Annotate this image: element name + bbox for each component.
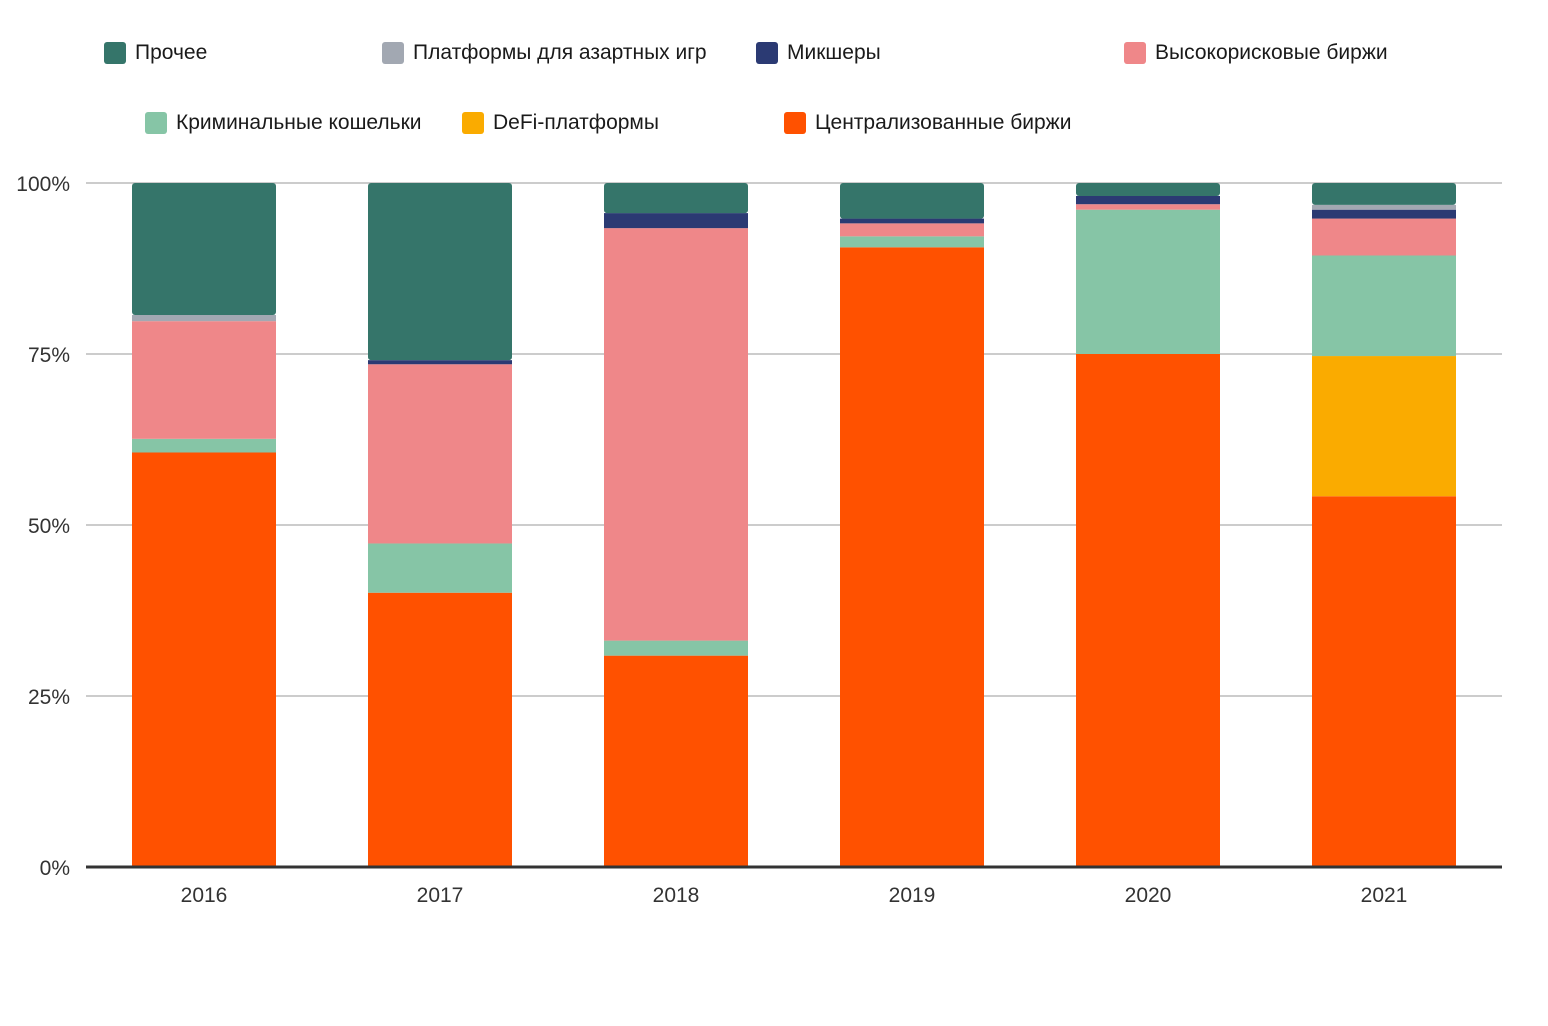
bar-stack-2020	[1076, 183, 1220, 867]
legend-item-mixers: Микшеры	[756, 40, 881, 66]
legend-item-gambling: Платформы для азартных игр	[382, 40, 707, 66]
legend-label-high-risk-exchanges: Высокорисковые биржи	[1155, 41, 1388, 64]
bar-segment	[840, 236, 984, 248]
legend-label-centralized-exchanges: Централизованные биржи	[815, 111, 1072, 134]
legend-item-high-risk-exchanges: Высокорисковые биржи	[1124, 40, 1388, 66]
legend-item-centralized-exchanges: Централизованные биржи	[784, 110, 1071, 136]
legend-swatch-other	[104, 42, 126, 64]
legend-swatch-high-risk-exchanges	[1124, 42, 1146, 64]
x-tick-label: 2018	[653, 884, 700, 907]
bar-segment	[368, 543, 512, 593]
bar-segment	[132, 321, 276, 439]
bar-segment	[368, 592, 512, 867]
bar-segment	[1076, 209, 1220, 354]
bar-segment	[1312, 356, 1456, 497]
legend-label-defi: DeFi-платформы	[493, 111, 659, 134]
legend-swatch-centralized-exchanges	[784, 112, 806, 134]
bar-segment	[1076, 195, 1220, 205]
bar-segment	[1076, 204, 1220, 210]
x-axis-tick-labels: 2016 2017 2018 2019 2020 2021	[181, 884, 1408, 907]
y-axis-tick-labels: 0% 25% 50% 75% 100%	[16, 173, 70, 880]
bar-segment	[132, 438, 276, 453]
x-tick-label: 2017	[417, 884, 464, 907]
chart-grid	[86, 182, 1502, 869]
bar-segment	[368, 360, 512, 365]
bar-segment	[132, 452, 276, 867]
bar-segment	[840, 247, 984, 867]
bar-segment	[840, 223, 984, 237]
legend-swatch-gambling	[382, 42, 404, 64]
bar-stack-2016	[132, 183, 276, 867]
legend-swatch-defi	[462, 112, 484, 134]
bar-segment	[132, 315, 276, 322]
x-tick-label: 2021	[1361, 884, 1408, 907]
bar-segment	[368, 364, 512, 544]
legend-label-gambling: Платформы для азартных игр	[413, 41, 707, 64]
bar-stack-2018	[604, 183, 748, 867]
bar-segment	[132, 183, 276, 316]
bar-segment	[604, 655, 748, 867]
x-tick-label: 2020	[1125, 884, 1172, 907]
bar-segment	[604, 640, 748, 656]
bar-stack-2019	[840, 183, 984, 867]
bar-segment	[1312, 218, 1456, 256]
bar-segment	[604, 213, 748, 229]
legend-label-mixers: Микшеры	[787, 41, 881, 64]
x-tick-label: 2016	[181, 884, 228, 907]
x-tick-label: 2019	[889, 884, 936, 907]
y-tick-label: 0%	[40, 857, 70, 880]
legend-item-defi: DeFi-платформы	[462, 110, 659, 136]
bar-segment	[1312, 255, 1456, 357]
legend-swatch-criminal-wallets	[145, 112, 167, 134]
legend-label-other: Прочее	[135, 41, 208, 64]
chart-bars	[132, 183, 1456, 867]
y-tick-label: 50%	[28, 515, 70, 538]
legend-item-other: Прочее	[104, 40, 207, 66]
y-tick-label: 25%	[28, 686, 70, 709]
y-tick-label: 100%	[16, 173, 70, 196]
legend-label-criminal-wallets: Криминальные кошельки	[176, 111, 422, 134]
y-tick-label: 75%	[28, 344, 70, 367]
bar-segment	[1076, 183, 1220, 196]
bar-segment	[840, 218, 984, 224]
bar-segment	[1076, 354, 1220, 867]
bar-segment	[1312, 496, 1456, 867]
bar-segment	[1312, 183, 1456, 205]
bar-segment	[604, 183, 748, 214]
legend-item-criminal-wallets: Криминальные кошельки	[145, 110, 422, 136]
bar-segment	[368, 183, 512, 361]
bar-segment	[604, 228, 748, 641]
bar-segment	[840, 183, 984, 219]
legend-swatch-mixers	[756, 42, 778, 64]
bar-stack-2017	[368, 183, 512, 867]
bar-segment	[1312, 209, 1456, 219]
bar-stack-2021	[1312, 183, 1456, 867]
bar-segment	[1312, 204, 1456, 210]
chart-legend: Прочее Платформы для азартных игр Микшер…	[0, 0, 1548, 150]
